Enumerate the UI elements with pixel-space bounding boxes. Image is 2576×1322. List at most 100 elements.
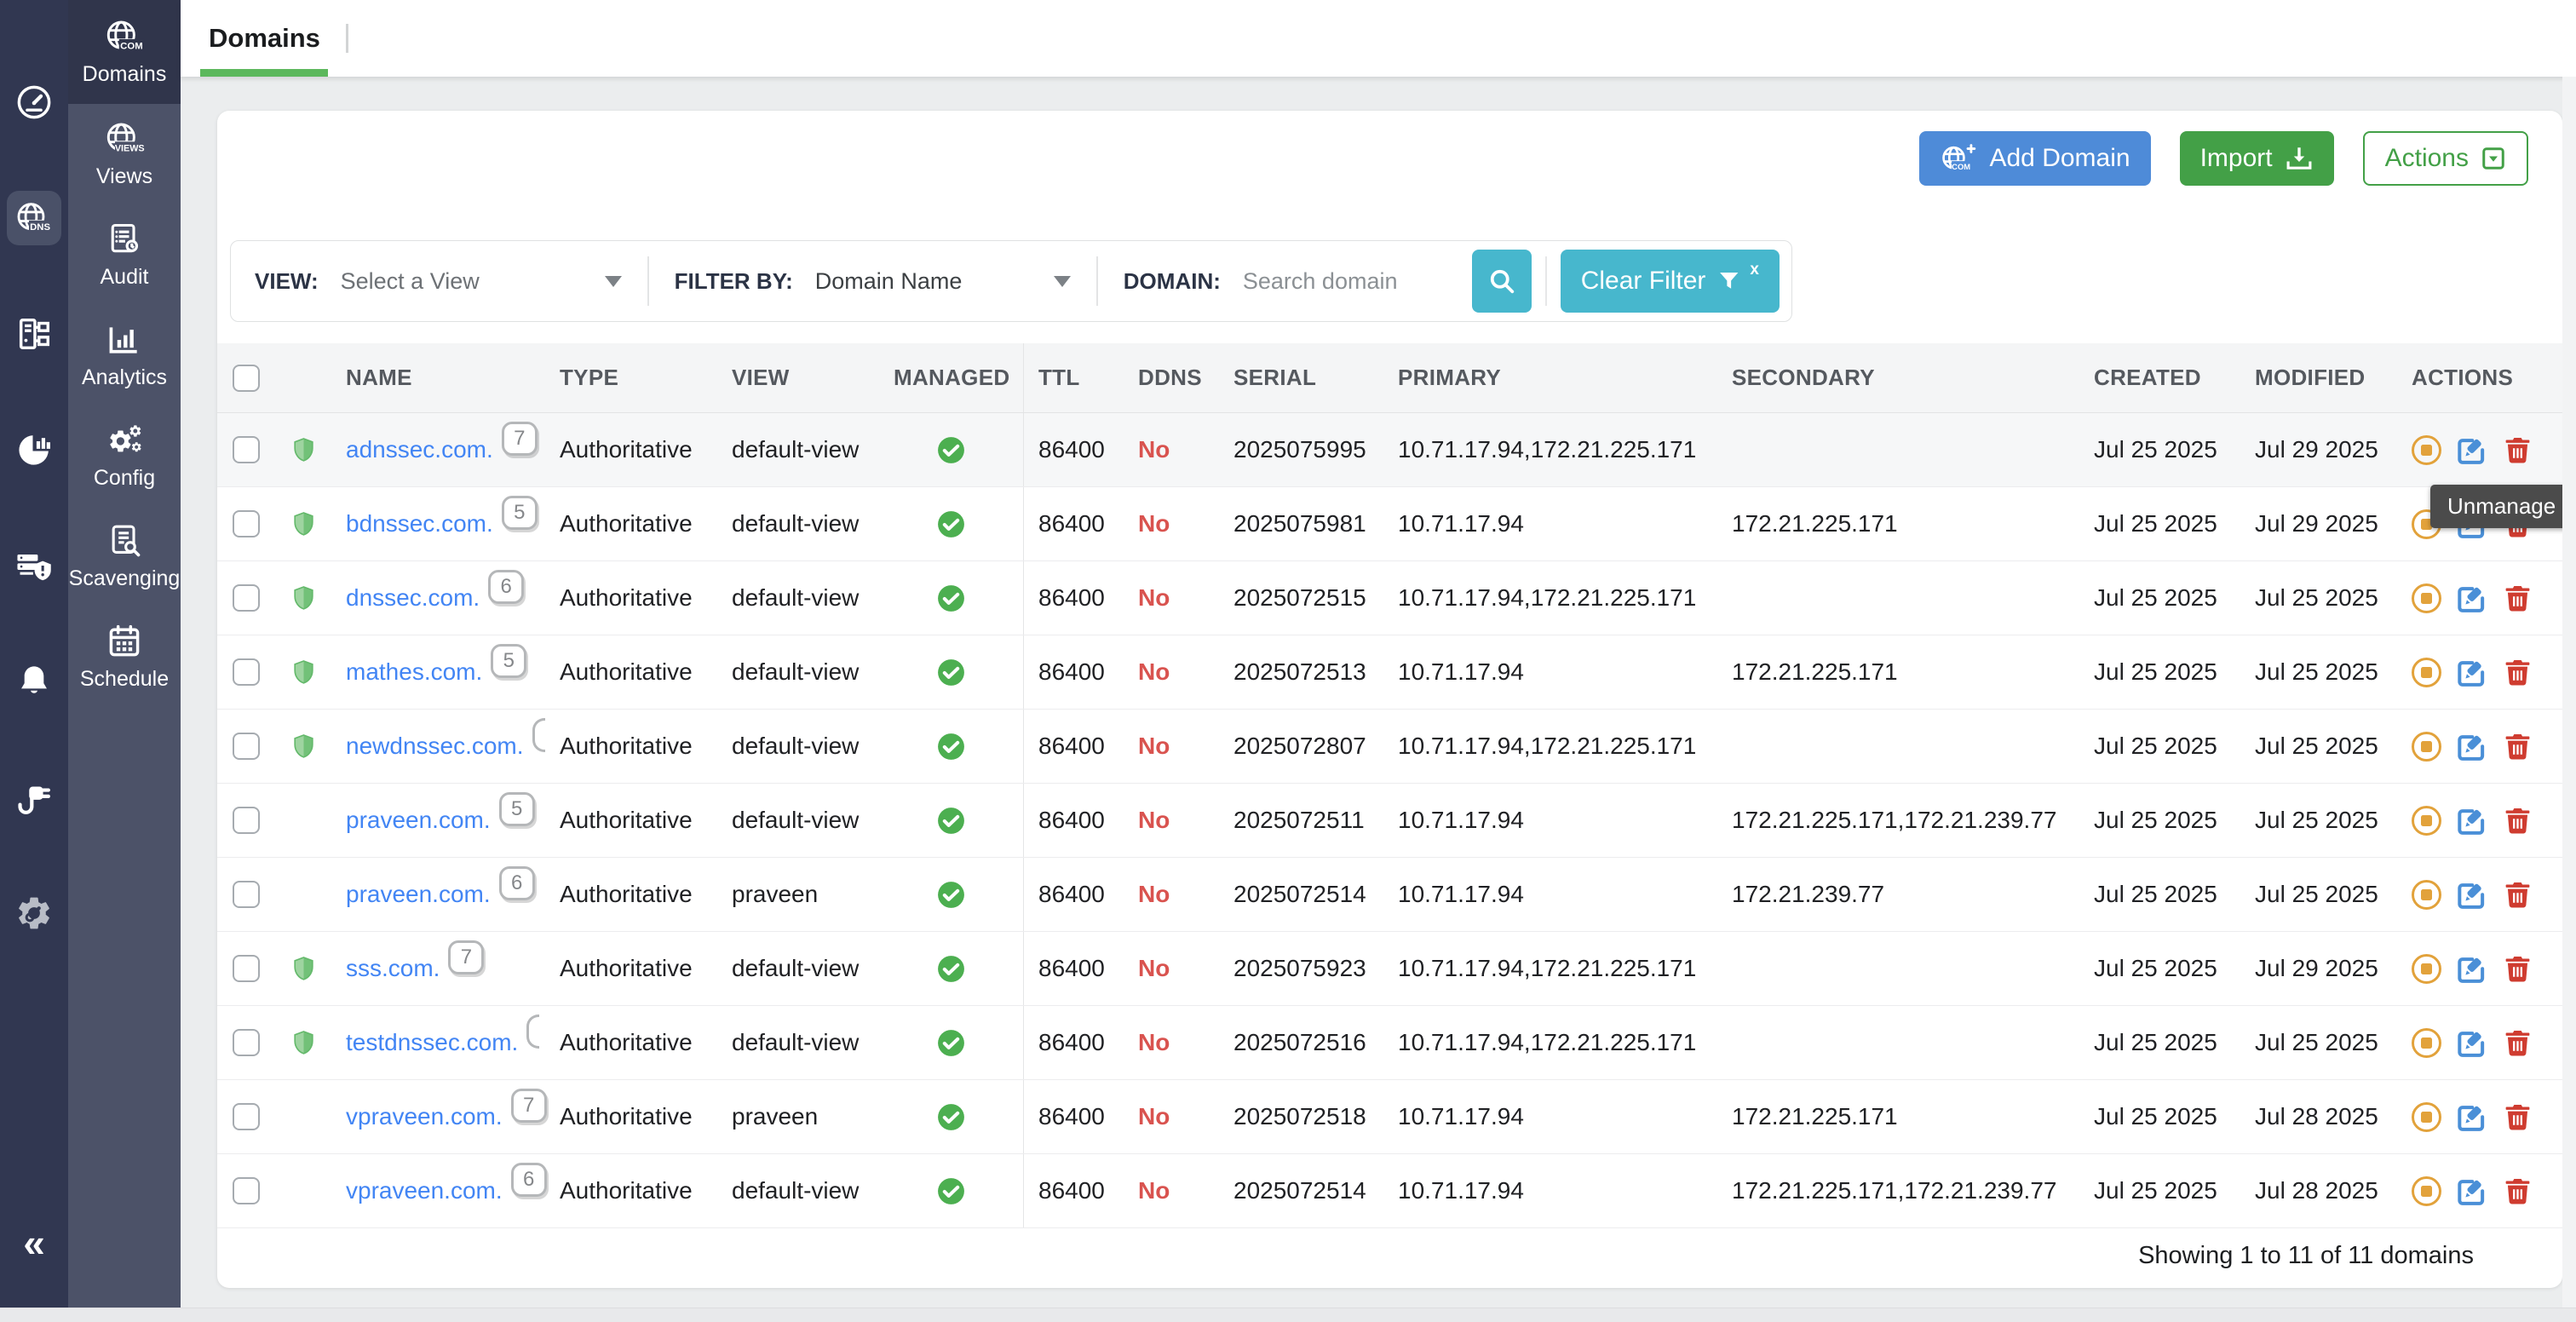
- delete-icon[interactable]: [2502, 434, 2533, 466]
- delete-icon[interactable]: [2502, 657, 2533, 688]
- domain-name-link[interactable]: praveen.com.: [346, 881, 491, 907]
- import-button[interactable]: Import: [2179, 131, 2334, 186]
- domain-name-link[interactable]: praveen.com.: [346, 807, 491, 833]
- unmanage-icon[interactable]: [2412, 953, 2441, 984]
- row-checkbox[interactable]: [233, 1029, 260, 1056]
- sidebar-item-security[interactable]: [7, 538, 61, 593]
- filter-by-label: FILTER BY:: [674, 267, 793, 294]
- clear-filter-button[interactable]: Clear Filter x: [1560, 250, 1780, 313]
- domain-search-input[interactable]: [1242, 267, 1472, 295]
- unmanage-icon[interactable]: [2412, 583, 2441, 613]
- sidebar-item-reports[interactable]: [7, 422, 61, 477]
- domain-name-link[interactable]: vpraveen.com.: [346, 1103, 503, 1129]
- sidebar-item-settings[interactable]: [7, 886, 61, 940]
- edit-icon[interactable]: [2456, 805, 2487, 836]
- edit-icon[interactable]: [2456, 434, 2487, 466]
- row-checkbox[interactable]: [233, 733, 260, 760]
- unmanage-icon[interactable]: [2412, 1027, 2441, 1058]
- sidebar-item-config[interactable]: Config: [68, 405, 181, 506]
- delete-icon[interactable]: [2502, 805, 2533, 836]
- domain-name-link[interactable]: adnssec.com.: [346, 436, 493, 463]
- record-count-badge: 6: [510, 1163, 547, 1197]
- row-checkbox[interactable]: [233, 658, 260, 686]
- row-checkbox[interactable]: [233, 436, 260, 463]
- managed-cell: [879, 1154, 1024, 1227]
- edit-icon[interactable]: [2456, 953, 2487, 985]
- view-cell: default-view: [732, 510, 860, 537]
- sidebar-item-domains[interactable]: COM Domains: [68, 0, 181, 104]
- horizontal-scrollbar[interactable]: [0, 1308, 2576, 1322]
- sidebar-item-schedule[interactable]: Schedule: [68, 606, 181, 707]
- created-cell: Jul 25 2025: [2094, 955, 2217, 981]
- domain-name-link[interactable]: dnssec.com.: [346, 584, 480, 611]
- unmanage-icon[interactable]: [2412, 731, 2441, 762]
- unmanage-icon[interactable]: [2412, 434, 2441, 465]
- row-checkbox[interactable]: [233, 881, 260, 908]
- secondary-cell: 172.21.225.171: [1732, 1103, 1898, 1129]
- unmanage-icon[interactable]: [2412, 657, 2441, 687]
- managed-check-icon: [938, 1029, 964, 1056]
- domain-name-link[interactable]: testdnssec.com.: [346, 1029, 519, 1055]
- row-checkbox[interactable]: [233, 807, 260, 834]
- domain-name-link[interactable]: bdnssec.com.: [346, 510, 493, 537]
- edit-icon[interactable]: [2456, 1175, 2487, 1207]
- managed-cell: [879, 561, 1024, 635]
- dnssec-shield-icon: [293, 659, 313, 684]
- edit-icon[interactable]: [2456, 583, 2487, 614]
- delete-icon[interactable]: [2502, 953, 2533, 985]
- view-select[interactable]: Select a View: [341, 268, 622, 295]
- edit-icon[interactable]: [2456, 731, 2487, 762]
- row-checkbox[interactable]: [233, 510, 260, 537]
- ttl-cell: 86400: [1038, 584, 1105, 611]
- vertical-scrollbar[interactable]: [2562, 77, 2576, 1308]
- tab-domains[interactable]: Domains: [209, 23, 320, 53]
- sidebar-item-alerts[interactable]: [7, 654, 61, 709]
- created-cell: Jul 25 2025: [2094, 1103, 2217, 1129]
- svg-text:COM: COM: [1952, 162, 1971, 171]
- delete-icon[interactable]: [2502, 731, 2533, 762]
- add-domain-button[interactable]: COM Add Domain: [1919, 131, 2151, 186]
- domain-name-link[interactable]: newdnssec.com.: [346, 733, 524, 759]
- domain-name-link[interactable]: mathes.com.: [346, 658, 483, 685]
- domains-table: NAME TYPE VIEW MANAGED TTL DDNS SERIAL P…: [217, 343, 2562, 1228]
- sidebar-collapse-button[interactable]: «: [23, 1221, 45, 1265]
- sidebar-item-dns[interactable]: DNS: [7, 191, 61, 245]
- delete-icon[interactable]: [2502, 1027, 2533, 1059]
- serial-cell: 2025072518: [1233, 1103, 1366, 1129]
- search-button[interactable]: [1471, 250, 1532, 313]
- row-checkbox[interactable]: [233, 1103, 260, 1130]
- domain-name-link[interactable]: sss.com.: [346, 955, 440, 981]
- edit-icon[interactable]: [2456, 1027, 2487, 1059]
- sidebar-item-integrations[interactable]: [7, 770, 61, 825]
- delete-icon[interactable]: [2502, 1175, 2533, 1207]
- chevron-down-icon: [1053, 275, 1071, 287]
- unmanage-icon[interactable]: [2412, 805, 2441, 836]
- header-shield-spacer: [275, 343, 331, 412]
- select-all-checkbox[interactable]: [233, 364, 260, 392]
- sidebar-item-dashboard[interactable]: [7, 75, 61, 129]
- delete-icon[interactable]: [2502, 583, 2533, 614]
- row-checkbox[interactable]: [233, 955, 260, 982]
- delete-icon[interactable]: [2502, 1101, 2533, 1133]
- delete-icon[interactable]: [2502, 879, 2533, 911]
- actions-button[interactable]: Actions: [2362, 131, 2528, 186]
- filter-funnel-icon: [1720, 273, 1739, 289]
- edit-icon[interactable]: [2456, 657, 2487, 688]
- row-checkbox[interactable]: [233, 1177, 260, 1204]
- unmanage-icon[interactable]: [2412, 1175, 2441, 1206]
- row-checkbox[interactable]: [233, 584, 260, 612]
- audit-icon: [111, 223, 139, 252]
- domain-name-link[interactable]: vpraveen.com.: [346, 1177, 503, 1204]
- unmanage-icon[interactable]: [2412, 879, 2441, 910]
- sidebar-item-audit[interactable]: Audit: [68, 204, 181, 305]
- view-cell: praveen: [732, 881, 819, 907]
- edit-icon[interactable]: [2456, 1101, 2487, 1133]
- unmanage-icon[interactable]: [2412, 1101, 2441, 1132]
- filter-by-select[interactable]: Domain Name: [815, 268, 1071, 295]
- sidebar-item-views[interactable]: VIEWS Views: [68, 104, 181, 204]
- sidebar-item-network[interactable]: [7, 307, 61, 361]
- sidebar-item-scavenging[interactable]: Scavenging: [68, 506, 181, 606]
- sidebar-item-analytics[interactable]: Analytics: [68, 305, 181, 405]
- edit-icon[interactable]: [2456, 879, 2487, 911]
